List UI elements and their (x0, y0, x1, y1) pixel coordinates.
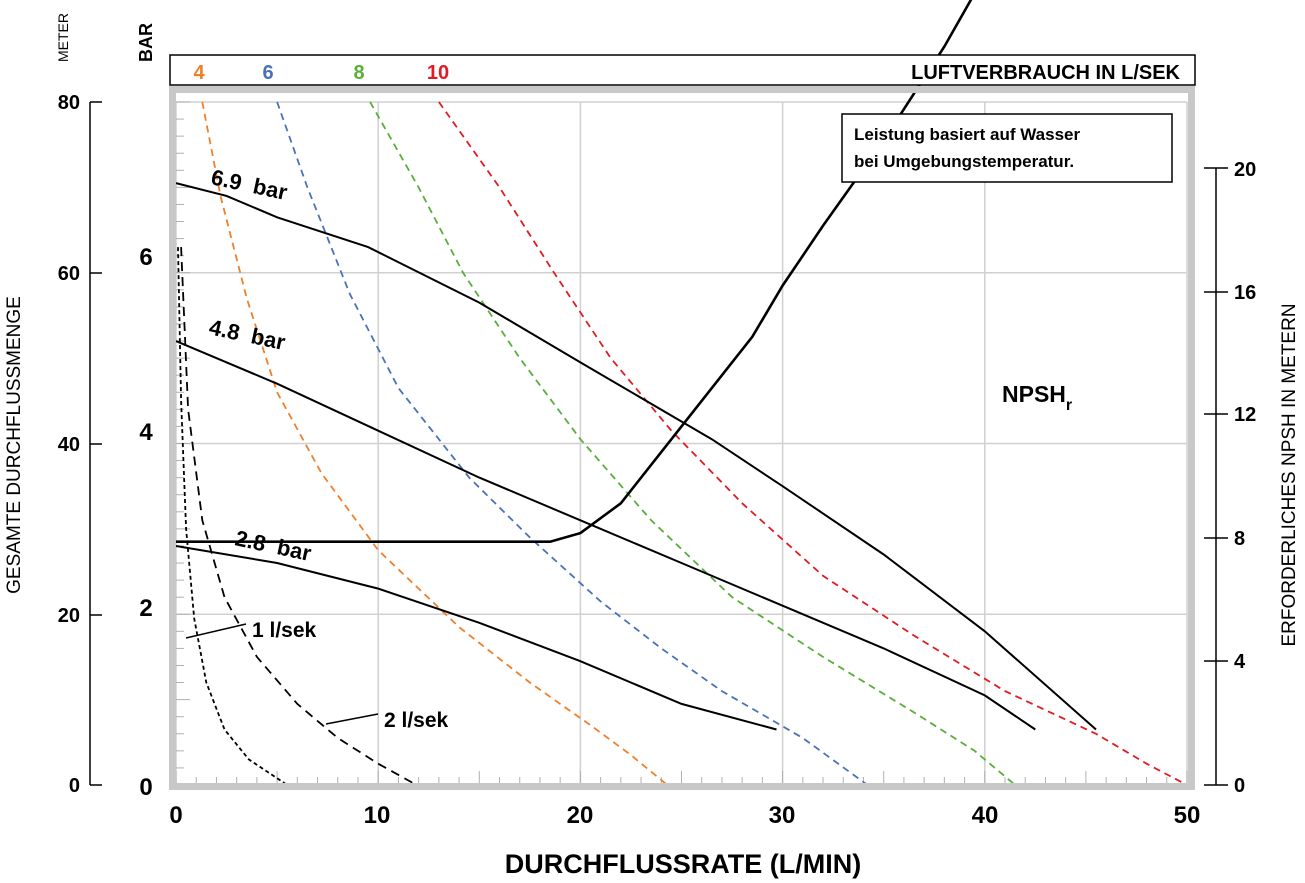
pressure-curve-6-9-bar (175, 182, 1097, 731)
flow-curve-2-l-sek (180, 247, 418, 786)
legend-entry-4: 4 (193, 62, 205, 84)
note-box (841, 113, 1173, 183)
x-tick-label-40: 40 (972, 802, 999, 829)
npsh-tick-label-16: 16 (1234, 282, 1256, 304)
legend-entry-8: 8 (353, 62, 364, 84)
npsh-tick-label-12: 12 (1234, 404, 1256, 426)
grid-layer (175, 101, 1188, 786)
air-curve-4 (201, 101, 668, 786)
npsh-tick-label-8: 8 (1234, 528, 1245, 550)
bar-tick-label-0: 0 (139, 774, 152, 801)
curve-label-1-l-sek: 1 l/sek (252, 619, 317, 642)
curve-label-4-8-bar: 4.8 bar (207, 314, 288, 355)
x-tick-label-20: 20 (567, 802, 594, 829)
right-axis-title: ERFORDERLICHES NPSH IN METERN (1279, 303, 1300, 646)
meter-tick-label-80: 80 (58, 92, 80, 114)
meter-tick-label-40: 40 (58, 434, 80, 456)
curve-label-2-8-bar: 2.8 bar (233, 525, 314, 566)
leader-line-2-l-sek (325, 713, 379, 725)
note-line-1: Leistung basiert auf Wasser (854, 125, 1080, 144)
meter-tick-label-20: 20 (58, 605, 80, 627)
x-tick-label-10: 10 (364, 802, 391, 829)
npsh-tick-label-20: 20 (1234, 159, 1256, 181)
pressure-curve-4-8-bar (175, 340, 1036, 731)
air-curve-6 (276, 101, 869, 786)
note-line-2: bei Umgebungstemperatur. (854, 152, 1074, 171)
curve-label-npsh: NPSHr (1002, 381, 1072, 414)
x-axis-title: DURCHFLUSSRATE (L/MIN) (505, 849, 861, 879)
bar-tick-label-4: 4 (139, 419, 153, 446)
bar-axis-title: BAR (136, 23, 156, 62)
x-tick-label-0: 0 (169, 802, 182, 829)
npsh-label-sub: r (1066, 397, 1072, 414)
meter-tick-label-60: 60 (58, 263, 80, 285)
pressure-curve-2-8-bar (175, 545, 777, 731)
npsh-label-main: NPSH (1002, 381, 1066, 407)
flow-curve-1-l-sek (177, 247, 288, 786)
legend-entry-10: 10 (427, 62, 449, 84)
meter-axis-title: METER (55, 13, 71, 62)
npsh-curve (176, 0, 973, 543)
air-curve-10 (438, 101, 1188, 786)
legend-title: LUFTVERBRAUCH IN L/SEK (911, 62, 1180, 84)
x-tick-label-30: 30 (769, 802, 796, 829)
curves-layer (175, 0, 1188, 786)
bar-tick-label-2: 2 (139, 595, 152, 622)
curve-label-2-l-sek: 2 l/sek (384, 709, 449, 732)
legend-entry-6: 6 (262, 62, 273, 84)
leader-line-1-l-sek (185, 623, 247, 639)
air-curve-8 (369, 101, 1016, 786)
bar-tick-label-6: 6 (139, 244, 152, 271)
x-tick-label-50: 50 (1174, 802, 1201, 829)
npsh-tick-label-4: 4 (1234, 651, 1246, 673)
meter-tick-label-0: 0 (69, 775, 80, 797)
left-outer-axis-title: GESAMTE DURCHFLUSSMENGE (4, 296, 25, 594)
npsh-tick-label-0: 0 (1234, 775, 1245, 797)
plot-frame (169, 86, 1195, 790)
air-consumption-legend-box (169, 54, 1196, 86)
